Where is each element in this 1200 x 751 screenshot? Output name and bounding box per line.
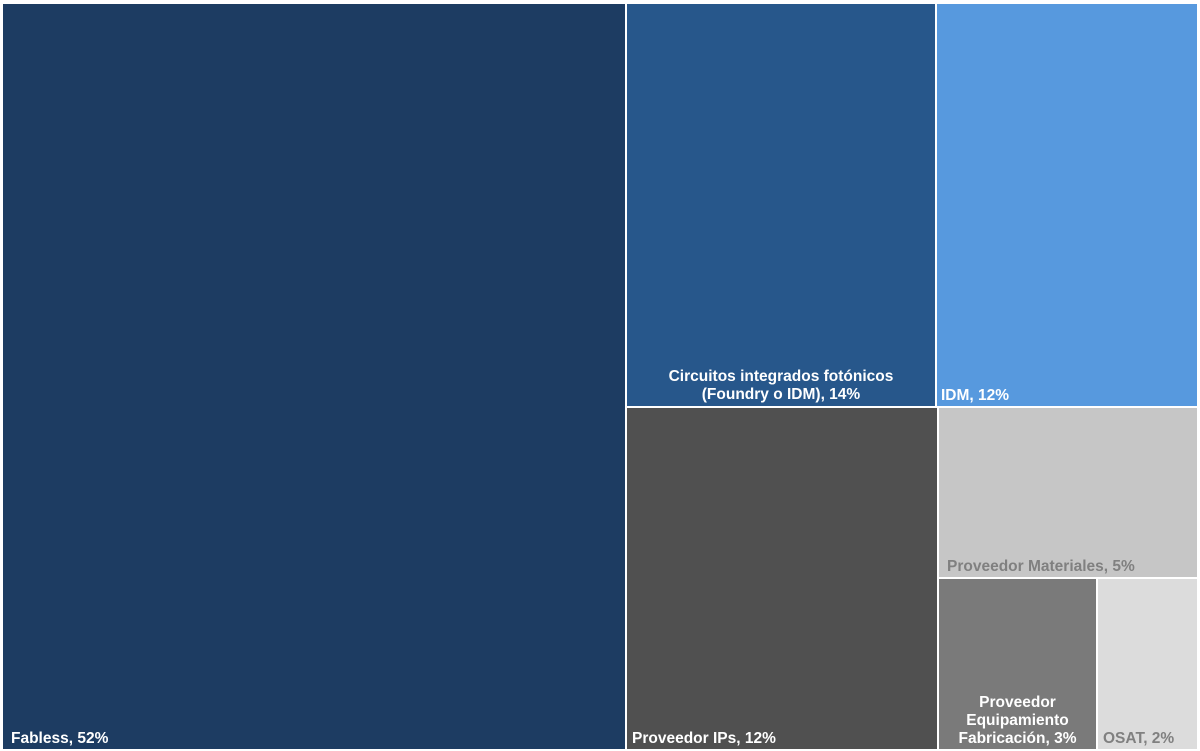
tile-label-line: Circuitos integrados fotónicos	[669, 368, 894, 385]
tile-label-idm: IDM, 12%	[941, 387, 1009, 404]
tile-proveedor-equipamiento-fabricacion	[939, 579, 1096, 749]
tile-proveedor-ips	[627, 408, 937, 749]
tile-osat	[1098, 579, 1197, 749]
tile-label-proveedor-equipamiento-fabricacion: Proveedor Equipamiento Fabricación, 3%	[958, 694, 1076, 747]
tile-label-fabless: Fabless, 52%	[11, 730, 109, 747]
tile-label-line: OSAT, 2%	[1103, 730, 1174, 747]
tile-circuitos-integrados-fotonicos-foundry-o-idm	[627, 4, 935, 406]
tile-proveedor-materiales	[939, 408, 1197, 577]
tile-label-line: Proveedor IPs, 12%	[632, 730, 776, 747]
tile-idm	[937, 4, 1197, 406]
tile-label-line: Proveedor Materiales, 5%	[947, 558, 1135, 575]
tile-label-line: Fabricación, 3%	[958, 730, 1076, 747]
treemap-tiles	[3, 4, 1197, 749]
tile-label-line: Fabless, 52%	[11, 730, 109, 747]
tile-label-proveedor-materiales: Proveedor Materiales, 5%	[947, 558, 1135, 575]
tile-label-line: (Foundry o IDM), 14%	[702, 386, 861, 403]
tile-label-proveedor-ips: Proveedor IPs, 12%	[632, 730, 776, 747]
tile-label-line: Equipamiento	[966, 712, 1068, 729]
tile-label-osat: OSAT, 2%	[1103, 730, 1174, 747]
tile-fabless	[3, 4, 625, 749]
tile-label-circuitos-integrados-fotonicos-foundry-o-idm: Circuitos integrados fotónicos (Foundry o…	[669, 368, 894, 403]
tile-label-line: Proveedor	[979, 694, 1056, 711]
treemap-labels: Fabless, 52% Circuitos integrados fotónic…	[11, 368, 1174, 747]
tile-label-line: IDM, 12%	[941, 387, 1009, 404]
